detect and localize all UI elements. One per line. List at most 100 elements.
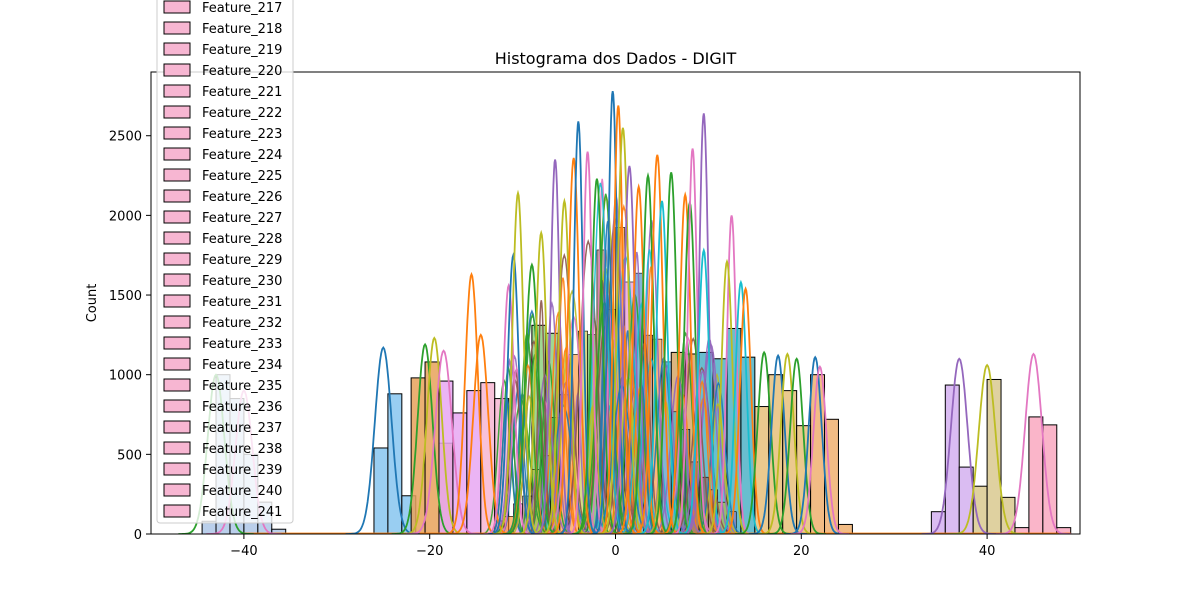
legend-entry-label: Feature_230 xyxy=(202,274,282,289)
legend-entry-label: Feature_222 xyxy=(202,106,282,121)
legend-swatch xyxy=(163,168,191,182)
legend-entry-label: Feature_219 xyxy=(202,43,282,58)
legend-swatch xyxy=(163,210,191,224)
histogram-bar xyxy=(271,528,287,534)
legend-entry-label: Feature_218 xyxy=(202,22,282,37)
legend-entry-label: Feature_237 xyxy=(202,421,282,436)
y-tick-label: 2000 xyxy=(109,209,142,224)
legend-swatch xyxy=(163,63,191,77)
legend-entry-label: Feature_224 xyxy=(202,148,282,163)
kde-curve xyxy=(643,364,691,534)
kde-curve xyxy=(588,221,626,534)
kde-curve xyxy=(566,151,609,534)
legend-swatch xyxy=(163,189,191,203)
legend-box xyxy=(156,0,294,524)
x-tick-label: 0 xyxy=(611,544,619,559)
legend-swatch xyxy=(163,315,191,329)
legend-entry-label: Feature_228 xyxy=(202,232,282,247)
histogram-bar xyxy=(1042,424,1058,534)
kde-curve xyxy=(597,127,648,534)
legend-entry-label: Feature_241 xyxy=(202,505,282,520)
kde-curve xyxy=(492,189,543,534)
legend: Feature_217 Feature_218 Feature_219 Feature… xyxy=(156,0,294,524)
kde-curve xyxy=(483,282,534,534)
histogram-bar xyxy=(944,384,960,534)
kde-curve xyxy=(701,258,753,534)
legend-swatch xyxy=(163,252,191,266)
legend-entry-label: Feature_240 xyxy=(202,484,282,499)
legend-entry-label: Feature_223 xyxy=(202,127,282,142)
x-tick-label: 20 xyxy=(793,544,810,559)
legend-swatch xyxy=(163,147,191,161)
histogram-bar xyxy=(986,378,1002,534)
legend-entry-label: Feature_232 xyxy=(202,316,282,331)
legend-entry-label: Feature_226 xyxy=(202,190,282,205)
x-tick-label: −20 xyxy=(416,544,443,559)
histogram-bar xyxy=(837,523,853,534)
legend-swatch xyxy=(163,84,191,98)
kde-curve xyxy=(391,342,458,534)
y-tick-label: 1000 xyxy=(109,369,142,384)
histogram-bar xyxy=(373,447,389,534)
kde-curve xyxy=(488,252,539,534)
kde-curve xyxy=(502,262,561,534)
kde-curve xyxy=(557,121,600,534)
y-axis-label: Count xyxy=(85,284,100,323)
kde-curve xyxy=(715,279,766,534)
histogram-bar xyxy=(768,374,784,534)
kde-curve xyxy=(516,229,567,534)
kde-curve xyxy=(447,333,514,534)
legend-swatch xyxy=(163,483,191,497)
y-tick-label: 1500 xyxy=(109,289,142,304)
kde-curve xyxy=(591,90,634,534)
legend-swatch xyxy=(163,105,191,119)
legend-swatch xyxy=(163,420,191,434)
legend-entry-label: Feature_233 xyxy=(202,337,282,352)
legend-entry-label: Feature_238 xyxy=(202,442,282,457)
legend-entry-label: Feature_227 xyxy=(202,211,282,226)
kde-curve xyxy=(786,355,845,534)
x-tick-label: −40 xyxy=(230,544,257,559)
histogram-bar xyxy=(1028,416,1044,534)
kde-curve xyxy=(767,357,826,534)
kde-curve xyxy=(406,349,481,534)
kde-curve xyxy=(678,247,729,534)
kde-curve xyxy=(720,286,771,534)
histogram-bar xyxy=(930,511,946,534)
legend-entry-label: Feature_221 xyxy=(202,85,282,100)
legend-swatch xyxy=(163,231,191,245)
legend-swatch xyxy=(163,294,191,308)
histogram-bar xyxy=(782,390,798,534)
chart-title: Histograma dos Dados - DIGIT xyxy=(495,49,737,68)
legend-entry-label: Feature_236 xyxy=(202,400,282,415)
legend-entry-label: Feature_225 xyxy=(202,169,282,184)
legend-entry-label: Feature_217 xyxy=(202,1,282,16)
legend-swatch xyxy=(163,441,191,455)
legend-swatch xyxy=(163,42,191,56)
legend-entry-label: Feature_220 xyxy=(202,64,282,79)
kde-curve xyxy=(921,357,997,534)
legend-swatch xyxy=(163,504,191,518)
legend-entry-label: Feature_231 xyxy=(202,295,282,310)
y-tick-label: 0 xyxy=(134,528,142,543)
kde-curve xyxy=(660,191,711,534)
kde-curve xyxy=(634,266,668,534)
legend-entry-label: Feature_234 xyxy=(202,358,282,373)
kde-curve xyxy=(995,352,1072,534)
legend-swatch xyxy=(163,399,191,413)
kde-curve xyxy=(748,353,808,534)
kde-curve xyxy=(345,346,420,534)
kde-curve xyxy=(400,336,467,534)
y-tick-label: 500 xyxy=(117,448,142,463)
legend-swatch xyxy=(163,378,191,392)
kde-curve xyxy=(493,357,526,534)
legend-entry-label: Feature_235 xyxy=(202,379,282,394)
kde-curve xyxy=(622,172,673,534)
legend-swatch xyxy=(163,0,191,14)
kde-curve xyxy=(734,350,794,534)
legend-entry-label: Feature_229 xyxy=(202,253,282,268)
legend-swatch xyxy=(163,21,191,35)
legend-swatch xyxy=(163,126,191,140)
